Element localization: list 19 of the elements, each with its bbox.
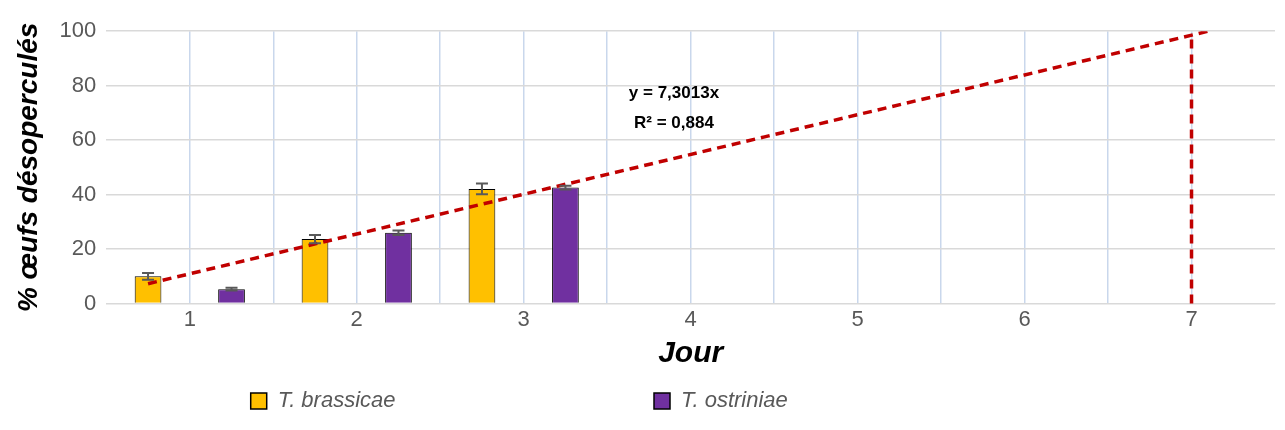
x-axis-title: Jour (658, 335, 726, 369)
x-tick-label: 4 (684, 305, 697, 331)
y-tick-label: 40 (71, 180, 97, 206)
x-tick-label: 1 (183, 305, 196, 331)
y-tick-label: 0 (84, 289, 97, 315)
annotation: R² = 0,884 (634, 112, 715, 132)
y-tick-label: 20 (71, 235, 97, 261)
legend-label: T. brassicae (277, 387, 641, 413)
y-tick-label: 100 (59, 17, 97, 43)
x-tick-label: 2 (350, 305, 363, 331)
x-tick-label: 7 (1185, 305, 1198, 331)
legend-label: T. ostriniae (681, 387, 1033, 413)
x-tick-label: 5 (851, 305, 864, 331)
annotation: y = 7,3013x (628, 82, 720, 102)
x-tick-label: 3 (517, 305, 530, 331)
x-tick-label: 6 (1018, 305, 1031, 331)
y-tick-label: 80 (71, 71, 97, 97)
y-axis-title: % œufs désoperculés (11, 22, 43, 313)
y-tick-label: 60 (71, 126, 97, 152)
